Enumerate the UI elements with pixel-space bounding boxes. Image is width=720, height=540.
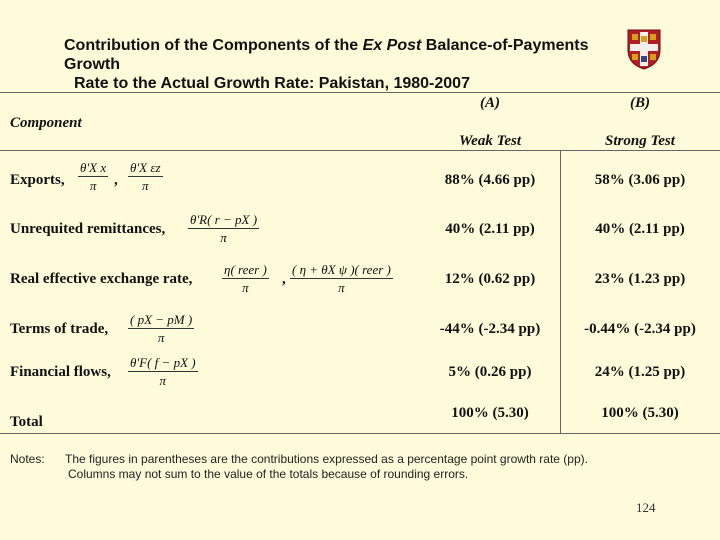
title-line1-b: Balance-of-Payments Growth xyxy=(64,37,589,73)
row-label-exports: Exports, xyxy=(10,172,65,188)
title-line1-em: Ex Post xyxy=(362,37,422,54)
terms-of-trade-strong: -0.44% (-2.34 pp) xyxy=(584,321,696,337)
row-label-total: Total xyxy=(10,414,43,430)
terms-of-trade-weak: -44% (-2.34 pp) xyxy=(439,321,541,337)
exports-formula-2: θ'X εz π xyxy=(128,160,163,193)
remittances-strong: 40% (2.11 pp) xyxy=(595,221,685,237)
colB-header: Strong Test xyxy=(605,133,675,149)
exports-formula-1: θ'X x π xyxy=(78,160,109,193)
university-crest-icon xyxy=(627,29,661,70)
reer-strong: 23% (1.23 pp) xyxy=(594,271,686,287)
row-label-reer: Real effective exchange rate, xyxy=(10,271,193,287)
exports-strong: 58% (3.06 pp) xyxy=(594,172,686,188)
row-label-financial-flows: Financial flows, xyxy=(10,364,111,380)
colA-letter: (A) xyxy=(480,95,500,111)
reer-weak: 12% (0.62 pp) xyxy=(444,271,536,287)
column-divider xyxy=(560,150,561,433)
table-bottom-rule xyxy=(0,433,720,434)
reer-formula-2: ( η + θX ψ )( reer ) π xyxy=(290,262,393,295)
table-top-rule xyxy=(0,92,720,93)
title-line2: Rate to the Actual Growth Rate: Pakistan… xyxy=(74,75,470,92)
page-number: 124 xyxy=(636,500,656,515)
reer-formula-1: η( reer ) π xyxy=(222,262,269,295)
financial-flows-strong: 24% (1.25 pp) xyxy=(594,364,686,380)
row-label-terms-of-trade: Terms of trade, xyxy=(10,321,109,337)
terms-of-trade-formula: ( pX − pM ) π xyxy=(128,312,195,345)
total-weak: 100% (5.30) xyxy=(451,405,529,421)
table-header-rule xyxy=(0,150,720,151)
notes-line-2: Columns may not sum to the value of the … xyxy=(68,467,469,481)
row-label-remittances: Unrequited remittances, xyxy=(10,221,166,237)
notes-line-1: The figures in parentheses are the contr… xyxy=(65,452,588,466)
financial-flows-formula: θ'F( f − pX ) π xyxy=(128,355,198,388)
component-header: Component xyxy=(10,115,82,131)
colB-letter: (B) xyxy=(630,95,650,111)
financial-flows-weak: 5% (0.26 pp) xyxy=(448,364,532,380)
colA-header: Weak Test xyxy=(458,133,522,149)
remittances-formula: θ'R( r − pX ) π xyxy=(188,212,260,245)
exports-weak: 88% (4.66 pp) xyxy=(444,172,536,188)
total-strong: 100% (5.30) xyxy=(601,405,679,421)
title-line1-a: Contribution of the Components of the xyxy=(64,37,363,54)
notes-label: Notes: xyxy=(10,452,45,466)
remittances-weak: 40% (2.11 pp) xyxy=(445,221,535,237)
slide-title: Contribution of the Components of the Ex… xyxy=(64,36,624,93)
